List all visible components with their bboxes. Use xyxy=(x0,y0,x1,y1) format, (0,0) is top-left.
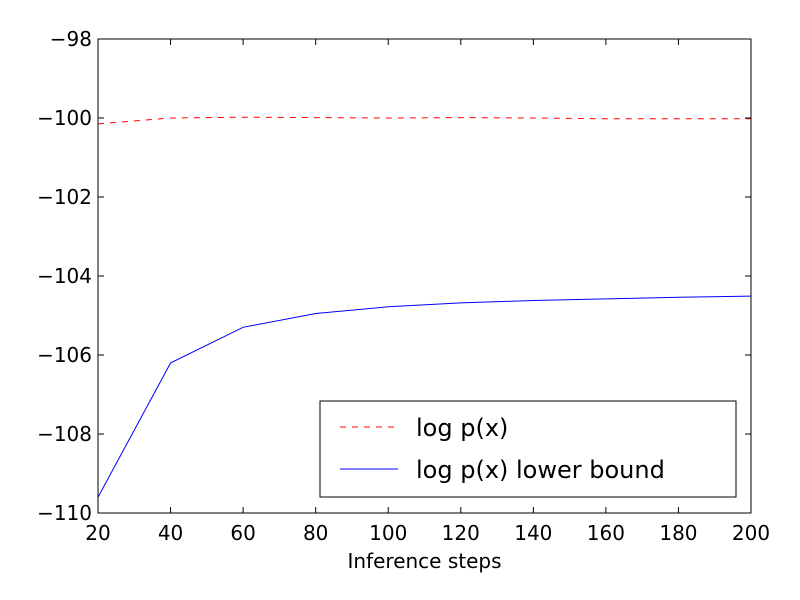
series-line-log-px xyxy=(97,116,751,125)
y-tick-label: −108 xyxy=(37,422,92,446)
y-tick-label: −98 xyxy=(50,27,92,51)
x-tick-label: 40 xyxy=(158,521,183,545)
x-axis-label: Inference steps xyxy=(347,549,501,573)
y-tick-label: −100 xyxy=(37,106,92,130)
x-tick-label: 80 xyxy=(303,521,328,545)
y-tick-label: −104 xyxy=(37,264,92,288)
legend-label-log-px: log p(x) xyxy=(416,414,508,442)
legend-box xyxy=(319,400,737,498)
y-tick-label: −106 xyxy=(37,343,92,367)
legend: log p(x) log p(x) lower bound xyxy=(319,400,737,498)
x-tick-label: 200 xyxy=(732,521,770,545)
series-line-lower-bound xyxy=(97,295,752,498)
x-tick-label: 140 xyxy=(514,521,552,545)
x-tick-label: 120 xyxy=(442,521,480,545)
x-tick-label: 160 xyxy=(587,521,625,545)
x-tick-label: 20 xyxy=(85,521,110,545)
x-tick-label: 180 xyxy=(659,521,697,545)
x-tick-label: 100 xyxy=(369,521,407,545)
ticks-layer: 20 40 60 80 100 120 140 160 180 200 −110 −108 −106 −1… xyxy=(37,27,770,545)
x-tick-label: 60 xyxy=(230,521,255,545)
legend-label-lower-bound: log p(x) lower bound xyxy=(416,456,665,484)
y-tick-label: −110 xyxy=(37,501,92,525)
series-layer xyxy=(97,116,752,498)
plot-frame xyxy=(97,38,752,514)
y-tick-label: −102 xyxy=(37,185,92,209)
